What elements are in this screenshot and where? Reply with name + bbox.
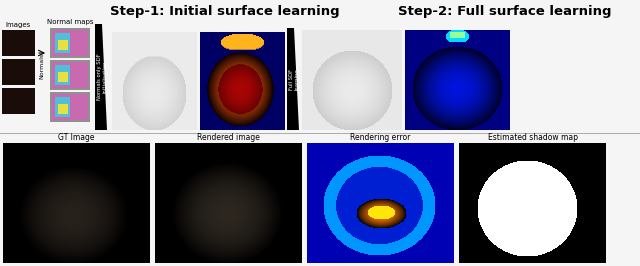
Text: Mesh err.: Mesh err. (440, 121, 475, 130)
Text: Full SDF
learning: Full SDF learning (289, 68, 300, 90)
Text: GT Image: GT Image (58, 133, 95, 142)
Bar (58, 104, 68, 114)
Text: Step-1: Initial surface learning: Step-1: Initial surface learning (110, 5, 340, 18)
Bar (52, 94, 88, 120)
Text: Step-2: Full surface learning: Step-2: Full surface learning (398, 5, 612, 18)
Text: Estimated shadow map: Estimated shadow map (488, 133, 577, 142)
Bar (58, 72, 68, 82)
Bar (55, 65, 70, 85)
Polygon shape (95, 24, 107, 130)
Text: Rendering error: Rendering error (350, 133, 411, 142)
Bar (55, 97, 70, 117)
Bar (50, 28, 90, 58)
Bar (50, 92, 90, 122)
Text: Mesh: Mesh (342, 121, 362, 130)
Text: Rendered image: Rendered image (197, 133, 260, 142)
Bar (52, 30, 88, 56)
Text: Images: Images (6, 22, 31, 28)
Bar (52, 62, 88, 88)
Bar (2, 88, 35, 114)
Text: Mesh err.: Mesh err. (225, 121, 260, 130)
Text: Normals: Normals (40, 53, 45, 79)
Text: Normal maps: Normal maps (47, 19, 93, 25)
Bar (50, 60, 90, 90)
Bar (2, 59, 35, 85)
Polygon shape (287, 28, 299, 130)
Bar (58, 40, 68, 50)
Text: Mesh: Mesh (145, 121, 164, 130)
Text: Normals only SDF
initialisation: Normals only SDF initialisation (97, 54, 108, 100)
Bar (2, 30, 35, 56)
Bar (55, 33, 70, 53)
